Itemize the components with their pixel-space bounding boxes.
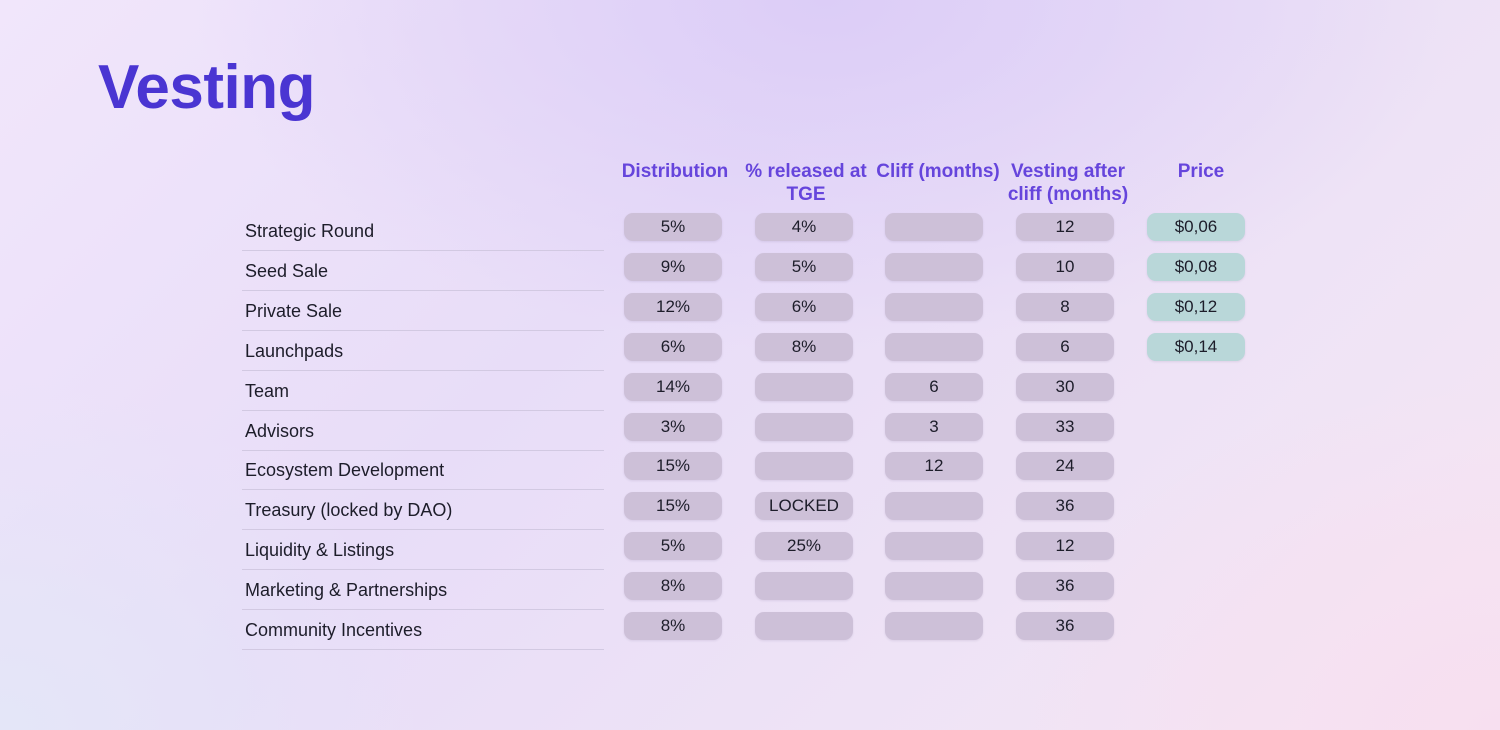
tge-release-cell: 5% <box>755 252 853 281</box>
table-row: Strategic Round 5% 4% 12 $0,06 <box>0 211 1500 251</box>
table-row: Ecosystem Development 15% 12 24 <box>0 450 1500 491</box>
table-header: Distribution % released at TGE Cliff (mo… <box>0 160 1500 210</box>
tge-release-cell <box>755 452 853 481</box>
header-price: Price <box>1177 161 1225 182</box>
table-row: Private Sale 12% 6% 8 $0,12 <box>0 291 1500 331</box>
row-label: Private Sale <box>245 300 343 321</box>
cliff-cell <box>885 292 983 321</box>
row-label: Team <box>245 380 290 401</box>
price-cell: $0,08 <box>1147 252 1245 281</box>
price-cell: $0,14 <box>1147 332 1245 361</box>
distribution-cell: 14% <box>624 372 722 401</box>
row-divider <box>242 409 604 411</box>
tge-release-cell: 4% <box>755 213 853 241</box>
tge-release-cell: 25% <box>755 532 853 561</box>
header-distribution: Distribution <box>621 161 729 182</box>
table-row: Marketing & Partnerships 8% 36 <box>0 570 1500 611</box>
row-label: Liquidity & Listings <box>245 540 395 561</box>
distribution-cell: 3% <box>624 412 722 441</box>
table-row: Team 14% 6 30 <box>0 371 1500 411</box>
vesting-cell: 33 <box>1016 412 1114 441</box>
table-row: Advisors 3% 3 33 <box>0 411 1500 451</box>
distribution-cell: 15% <box>624 492 722 521</box>
tge-release-cell: 6% <box>755 292 853 321</box>
vesting-cell: 8 <box>1016 292 1114 321</box>
distribution-cell: 5% <box>624 213 722 241</box>
row-divider <box>242 289 604 291</box>
distribution-cell: 15% <box>624 452 722 481</box>
cliff-cell <box>885 492 983 521</box>
row-label: Treasury (locked by DAO) <box>245 500 453 521</box>
vesting-cell: 36 <box>1016 492 1114 521</box>
cliff-cell: 6 <box>885 372 983 401</box>
table-row: Treasury (locked by DAO) 15% LOCKED 36 <box>0 490 1500 531</box>
row-divider <box>242 250 604 251</box>
row-divider <box>242 569 604 571</box>
price-cell: $0,12 <box>1147 292 1245 321</box>
header-vesting: Vesting after cliff (months) <box>1007 161 1129 205</box>
distribution-cell: 9% <box>624 252 722 281</box>
row-label: Marketing & Partnerships <box>245 580 448 601</box>
row-divider <box>242 369 604 371</box>
header-cliff: Cliff (months) <box>876 161 1000 182</box>
vesting-cell: 10 <box>1016 252 1114 281</box>
cliff-cell <box>885 612 983 640</box>
tge-release-cell: LOCKED <box>755 492 853 521</box>
distribution-cell: 6% <box>624 332 722 361</box>
vesting-cell: 30 <box>1016 372 1114 401</box>
cliff-cell <box>885 252 983 281</box>
distribution-cell: 8% <box>624 612 722 640</box>
row-label: Community Incentives <box>245 620 423 640</box>
row-divider <box>242 489 604 491</box>
row-label: Seed Sale <box>245 260 329 281</box>
row-label: Advisors <box>245 420 315 441</box>
vesting-cell: 12 <box>1016 213 1114 241</box>
cliff-cell: 12 <box>885 452 983 481</box>
tge-release-cell <box>755 572 853 601</box>
vesting-cell: 36 <box>1016 572 1114 601</box>
row-label: Strategic Round <box>245 221 375 241</box>
row-divider <box>242 649 604 650</box>
cliff-cell <box>885 332 983 361</box>
row-label: Ecosystem Development <box>245 460 445 481</box>
page-title: Vesting <box>98 53 316 122</box>
vesting-cell: 24 <box>1016 452 1114 481</box>
table-row: Launchpads 6% 8% 6 $0,14 <box>0 331 1500 371</box>
price-cell: $0,06 <box>1147 213 1245 241</box>
header-tge-release: % released at TGE <box>745 161 867 205</box>
vesting-cell: 6 <box>1016 332 1114 361</box>
distribution-cell: 8% <box>624 572 722 601</box>
distribution-cell: 5% <box>624 532 722 561</box>
table-row: Liquidity & Listings 5% 25% 12 <box>0 530 1500 571</box>
table-row: Seed Sale 9% 5% 10 $0,08 <box>0 251 1500 291</box>
cliff-cell: 3 <box>885 412 983 441</box>
distribution-cell: 12% <box>624 292 722 321</box>
row-label: Launchpads <box>245 340 344 361</box>
tge-release-cell <box>755 412 853 441</box>
row-divider <box>242 609 604 611</box>
cliff-cell <box>885 532 983 561</box>
tge-release-cell <box>755 612 853 640</box>
cliff-cell <box>885 213 983 241</box>
tge-release-cell <box>755 372 853 401</box>
row-divider <box>242 329 604 331</box>
row-divider <box>242 449 604 451</box>
tge-release-cell: 8% <box>755 332 853 361</box>
vesting-cell: 36 <box>1016 612 1114 640</box>
cliff-cell <box>885 572 983 601</box>
table-row: Community Incentives 8% 36 <box>0 610 1500 650</box>
vesting-cell: 12 <box>1016 532 1114 561</box>
row-divider <box>242 529 604 531</box>
